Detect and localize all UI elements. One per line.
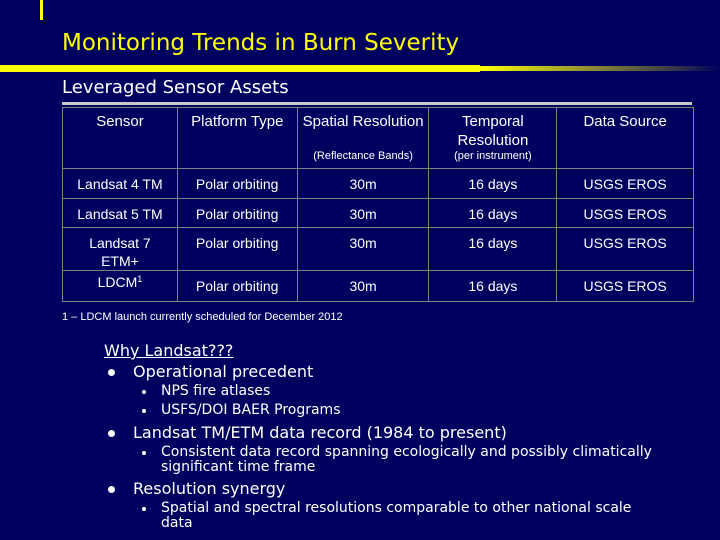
slide-title: Monitoring Trends in Burn Severity: [62, 30, 460, 56]
header-sensor: Sensor: [62, 107, 178, 169]
bullet-dot: [108, 430, 115, 437]
header-data-source: Data Source: [556, 107, 694, 169]
cell-temporal: 16 days: [428, 270, 558, 302]
table-row: LDCM1 Polar orbiting 30m 16 days USGS ER…: [62, 270, 694, 302]
cell-sensor: Landsat 4 TM: [62, 168, 178, 199]
table-row: Landsat 7 ETM+ Polar orbiting 30m 16 day…: [62, 227, 694, 271]
title-bar-gradient: [480, 66, 720, 71]
cell-source: USGS EROS: [556, 168, 694, 199]
bullet-dot: [108, 486, 115, 493]
header-spatial-resolution: Spatial Resolution (Reflectance Bands): [296, 107, 430, 169]
cell-temporal: 16 days: [428, 198, 558, 228]
cell-temporal: 16 days: [428, 168, 558, 199]
cell-source: USGS EROS: [556, 270, 694, 302]
bullet-dot: [142, 409, 146, 413]
footnote-marker: 1: [137, 274, 143, 284]
cell-spatial: 30m: [296, 168, 430, 199]
cell-platform: Polar orbiting: [176, 198, 298, 228]
header-temporal-note: (per instrument): [454, 150, 532, 162]
table-header-row: Sensor Platform Type Spatial Resolution(…: [62, 107, 694, 169]
cell-spatial: 30m: [296, 227, 430, 271]
bullet-dot: [142, 390, 146, 394]
why-landsat-heading: Why Landsat???: [104, 341, 234, 360]
cell-platform: Polar orbiting: [176, 168, 298, 199]
table-row: Landsat 5 TM Polar orbiting 30m 16 days …: [62, 198, 694, 228]
cell-sensor: Landsat 7 ETM+: [62, 227, 178, 271]
cell-platform: Polar orbiting: [176, 270, 298, 302]
subtitle-underline: [62, 102, 692, 105]
bullet-dot: [142, 451, 146, 455]
sensor-assets-table: Sensor Platform Type Spatial Resolution(…: [62, 107, 694, 302]
cell-platform: Polar orbiting: [176, 227, 298, 271]
table-row: Landsat 4 TM Polar orbiting 30m 16 days …: [62, 168, 694, 199]
bullet-dot: [142, 507, 146, 511]
header-spatial-note: (Reflectance Bands): [313, 150, 413, 162]
cell-sensor: LDCM1: [62, 270, 178, 302]
header-platform-type: Platform Type: [176, 107, 298, 169]
bullet-dot: [108, 369, 115, 376]
cell-sensor: Landsat 5 TM: [62, 198, 178, 228]
cell-temporal: 16 days: [428, 227, 558, 271]
cell-spatial: 30m: [296, 270, 430, 302]
cell-source: USGS EROS: [556, 198, 694, 228]
slide-subtitle: Leveraged Sensor Assets: [62, 77, 289, 98]
cell-source: USGS EROS: [556, 227, 694, 271]
accent-vertical-bar: [40, 0, 43, 20]
title-underline-bar: [0, 65, 720, 72]
table-footnote: 1 – LDCM launch currently scheduled for …: [62, 311, 343, 323]
cell-spatial: 30m: [296, 198, 430, 228]
title-bar-solid: [0, 65, 480, 72]
header-temporal-resolution: Temporal Resolution (per instrument): [428, 107, 558, 169]
